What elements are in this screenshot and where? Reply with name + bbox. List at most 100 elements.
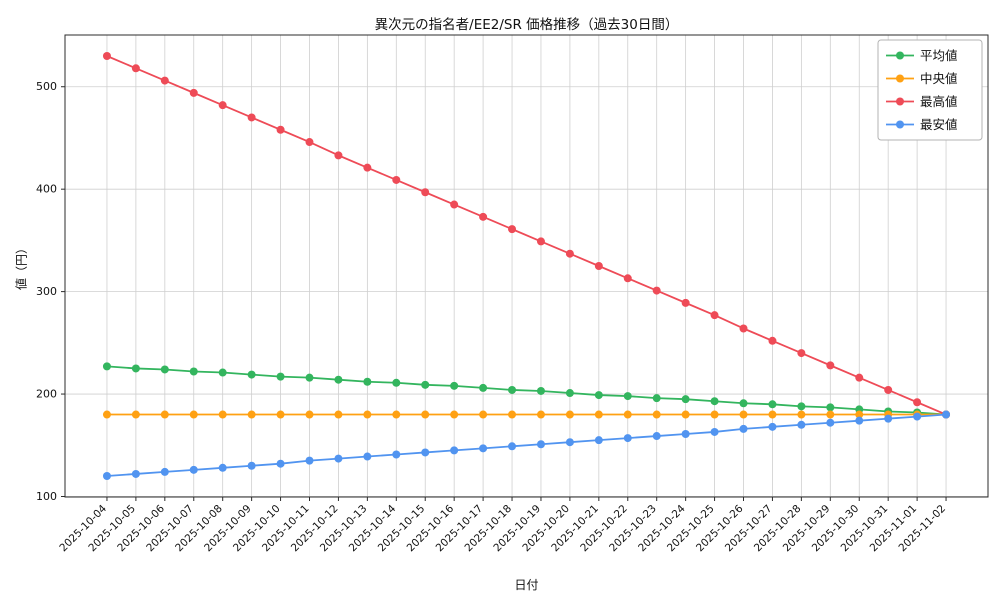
data-point <box>276 410 285 419</box>
data-point <box>189 367 198 376</box>
legend-item-label: 中央値 <box>920 71 958 86</box>
data-point <box>102 410 111 419</box>
data-point <box>189 410 198 419</box>
data-point <box>768 336 777 345</box>
data-point <box>363 452 372 461</box>
data-point <box>797 420 806 429</box>
data-point <box>131 469 140 478</box>
chart-title: 異次元の指名者/EE2/SR 価格推移（過去30日間） <box>374 17 679 33</box>
data-point <box>479 383 488 392</box>
legend-item-label: 最高値 <box>920 94 958 109</box>
data-point <box>131 364 140 373</box>
data-point <box>594 410 603 419</box>
data-point <box>652 286 661 295</box>
data-point <box>363 377 372 386</box>
data-point <box>855 373 864 382</box>
data-point <box>305 138 314 147</box>
data-point <box>710 427 719 436</box>
data-point <box>450 200 459 209</box>
data-point <box>160 76 169 85</box>
legend-marker <box>896 74 904 83</box>
y-tick-label: 200 <box>36 388 57 401</box>
data-point <box>768 410 777 419</box>
data-point <box>450 381 459 390</box>
data-point <box>565 410 574 419</box>
data-point <box>565 438 574 447</box>
data-point <box>421 448 430 457</box>
data-point <box>681 298 690 307</box>
data-point <box>536 237 545 246</box>
data-point <box>710 311 719 320</box>
y-tick-label: 100 <box>36 490 57 503</box>
series-line-0 <box>106 365 947 416</box>
data-point <box>884 385 893 394</box>
data-point <box>479 410 488 419</box>
data-point <box>247 113 256 122</box>
data-point <box>276 459 285 468</box>
data-point <box>652 394 661 403</box>
legend-box <box>877 39 983 141</box>
data-point <box>131 410 140 419</box>
x-axis-label: 日付 <box>514 578 539 592</box>
data-point <box>768 400 777 409</box>
data-point <box>160 410 169 419</box>
y-tick-label: 300 <box>36 285 57 298</box>
data-point <box>855 410 864 419</box>
data-point <box>247 461 256 470</box>
data-point <box>826 410 835 419</box>
legend-marker <box>896 51 904 60</box>
y-axis-label: 値（円） <box>14 241 29 291</box>
data-point <box>479 444 488 453</box>
data-point <box>479 212 488 221</box>
y-tick-label: 400 <box>36 183 57 196</box>
data-point <box>797 402 806 411</box>
data-point <box>334 375 343 384</box>
plot-border <box>64 34 989 498</box>
legend-marker <box>896 97 904 106</box>
data-point <box>247 410 256 419</box>
data-point <box>450 410 459 419</box>
data-point <box>218 101 227 110</box>
data-point <box>102 52 111 60</box>
data-point <box>276 125 285 134</box>
series-line-3 <box>106 413 947 477</box>
legend-item-label: 最安値 <box>920 117 958 132</box>
data-point <box>913 398 922 407</box>
data-point <box>565 389 574 398</box>
data-point <box>797 349 806 358</box>
data-point <box>276 372 285 381</box>
data-point <box>681 430 690 438</box>
data-point <box>189 465 198 474</box>
data-point <box>739 410 748 419</box>
data-point <box>942 410 951 419</box>
data-point <box>508 442 517 451</box>
data-point <box>392 410 401 419</box>
data-point <box>334 410 343 419</box>
data-point <box>797 410 806 419</box>
data-point <box>508 225 517 234</box>
data-point <box>247 370 256 379</box>
data-point <box>855 416 864 425</box>
data-point <box>710 397 719 406</box>
data-point <box>392 378 401 387</box>
data-point <box>392 175 401 184</box>
data-point <box>363 410 372 419</box>
data-point <box>421 380 430 389</box>
legend-marker <box>896 120 904 129</box>
data-point <box>189 88 198 97</box>
data-point <box>768 422 777 431</box>
plot-area <box>65 35 988 497</box>
data-point <box>710 410 719 419</box>
data-point <box>334 454 343 463</box>
data-point <box>681 410 690 419</box>
data-point <box>536 386 545 395</box>
data-point <box>739 399 748 408</box>
data-point <box>131 64 140 73</box>
series-line-2 <box>106 55 947 416</box>
data-point <box>884 414 893 423</box>
data-point <box>652 410 661 419</box>
data-point <box>623 410 632 419</box>
data-point <box>363 163 372 172</box>
